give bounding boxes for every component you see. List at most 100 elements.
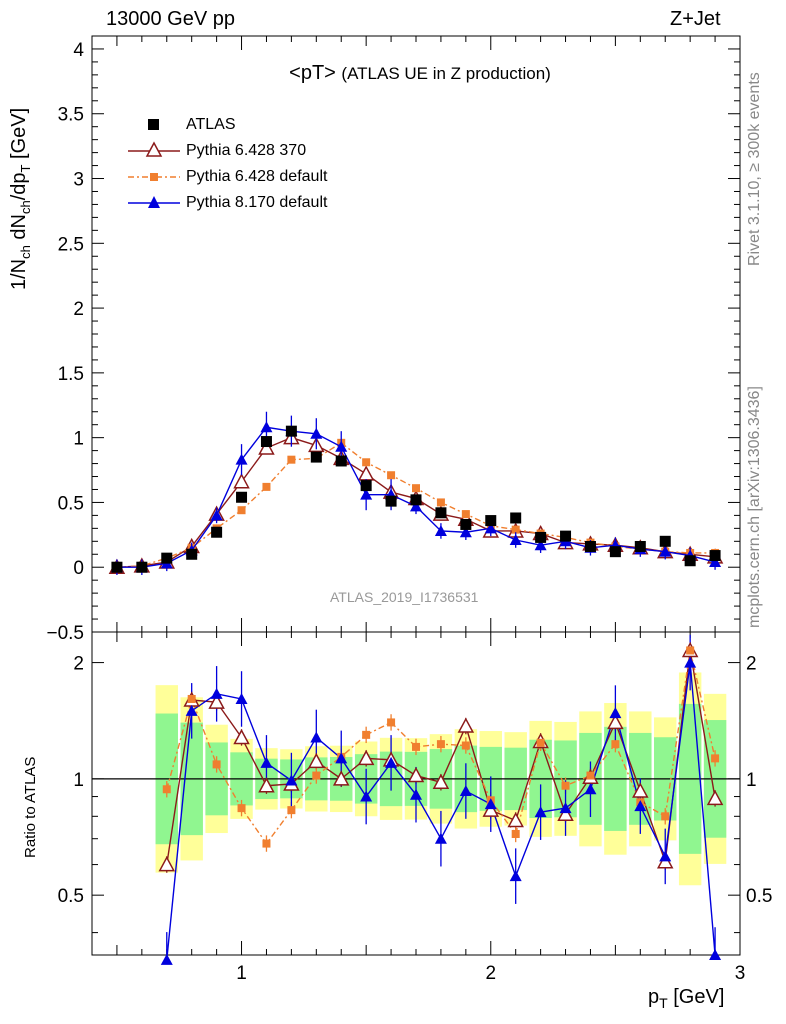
data-point [258, 439, 275, 455]
ratio-point [686, 646, 695, 655]
ratio-point [407, 766, 425, 783]
y-tick-label: −0.5 [46, 623, 84, 644]
ratio-point [185, 704, 198, 716]
x-tick-label: 3 [735, 963, 746, 984]
ratio-y-tick-label: 1 [73, 770, 84, 791]
ratio-point [162, 785, 171, 794]
y-tick-label: 3 [73, 170, 84, 191]
ratio-point [357, 749, 375, 766]
ratio-point [434, 832, 447, 844]
analysis-watermark: ATLAS_2019_I1736531 [330, 589, 479, 605]
data-point-atlas [236, 491, 248, 503]
data-point [412, 484, 420, 493]
data-point-atlas [684, 555, 696, 567]
ylabel-part: dN [8, 214, 30, 246]
data-point [511, 525, 520, 534]
x-tick-label: 1 [236, 963, 247, 984]
ratio-y-tick-label-right: 1 [746, 770, 757, 791]
main-y-axis-label: 1/Nch dNch/dpT [GeV] [8, 108, 33, 290]
ratio-point [210, 687, 223, 699]
data-point-atlas [310, 451, 322, 463]
plot-title-main: <pT> [289, 62, 336, 84]
ratio-point [561, 781, 570, 790]
data-point [484, 522, 497, 534]
data-point [260, 421, 273, 433]
data-point-atlas [410, 494, 422, 506]
ratio-point [387, 718, 396, 727]
ratio-point [260, 756, 273, 768]
ratio-point [534, 806, 547, 818]
legend-marker-pythia8-default [128, 196, 180, 208]
data-point [387, 471, 396, 480]
ratio-point [160, 953, 173, 965]
data-point [235, 453, 248, 465]
data-point-atlas [510, 512, 522, 524]
x-tick-label: 2 [485, 963, 496, 984]
ratio-point [684, 656, 697, 668]
data-point-atlas [560, 530, 572, 542]
ratio-point [661, 812, 670, 821]
ylabel-sub: ch [18, 200, 33, 215]
data-point-atlas [335, 455, 347, 467]
ratio-point [559, 802, 572, 814]
legend-marker-atlas [148, 119, 159, 130]
ratio-point [410, 788, 422, 800]
data-point [509, 534, 522, 546]
data-point [360, 488, 373, 500]
data-point-atlas [659, 535, 671, 547]
data-point [287, 455, 296, 464]
ratio-y-tick-label: 2 [73, 654, 84, 675]
data-point-atlas [385, 495, 397, 507]
legend-label: ATLAS [186, 116, 236, 133]
data-point [709, 556, 722, 568]
ylabel-part: [GeV] [8, 107, 30, 165]
y-tick-label: 0.5 [58, 493, 84, 514]
ratio-point [258, 777, 275, 793]
y-tick-label: 1 [73, 429, 84, 450]
data-point [310, 427, 323, 439]
ratio-point [632, 782, 649, 798]
y-tick-label: 2 [73, 299, 84, 320]
data-point [237, 506, 246, 515]
ratio-point [158, 855, 176, 872]
data-point-atlas [485, 515, 497, 527]
ratio-point [659, 850, 672, 862]
x-axis-label: pT [GeV] [648, 986, 724, 1011]
ratio-point [511, 829, 520, 838]
ratio-point [557, 805, 574, 821]
data-point [357, 465, 375, 481]
data-point-atlas [709, 550, 721, 562]
ratio-point [432, 773, 450, 790]
legend-label: Pythia 6.428 370 [186, 142, 307, 159]
ylabel-sub: ch [18, 245, 33, 259]
ratio-point [332, 770, 350, 786]
ratio-y-tick-label-right: 0.5 [746, 886, 772, 907]
ratio-point [706, 789, 724, 806]
data-point-atlas [535, 531, 547, 543]
data-point [262, 482, 271, 491]
data-point [534, 539, 547, 551]
source-label: mcplots.cern.ch [arXiv:1306.3436] [746, 386, 763, 628]
ratio-point [611, 740, 620, 749]
ratio-point [208, 693, 225, 709]
ylabel-part: /dp [8, 172, 30, 201]
ratio-point [607, 713, 624, 730]
ratio-point [360, 790, 373, 802]
process-label: Z+Jet [670, 8, 721, 30]
data-point [233, 473, 250, 489]
ratio-point [212, 760, 221, 769]
ratio-point [584, 783, 597, 795]
ratio-point [482, 801, 500, 817]
data-point-atlas [211, 526, 223, 538]
data-point [362, 458, 371, 467]
y-tick-label: 0 [73, 558, 84, 579]
ratio-point [461, 741, 470, 750]
ratio-point [262, 839, 271, 848]
ratio-point [507, 811, 524, 828]
ratio-point [285, 774, 298, 786]
ratio-point [235, 692, 248, 704]
ratio-y-tick-label: 0.5 [58, 886, 84, 907]
data-point-atlas [260, 436, 272, 448]
ratio-point [233, 728, 250, 745]
xlabel-sub: T [659, 995, 668, 1011]
